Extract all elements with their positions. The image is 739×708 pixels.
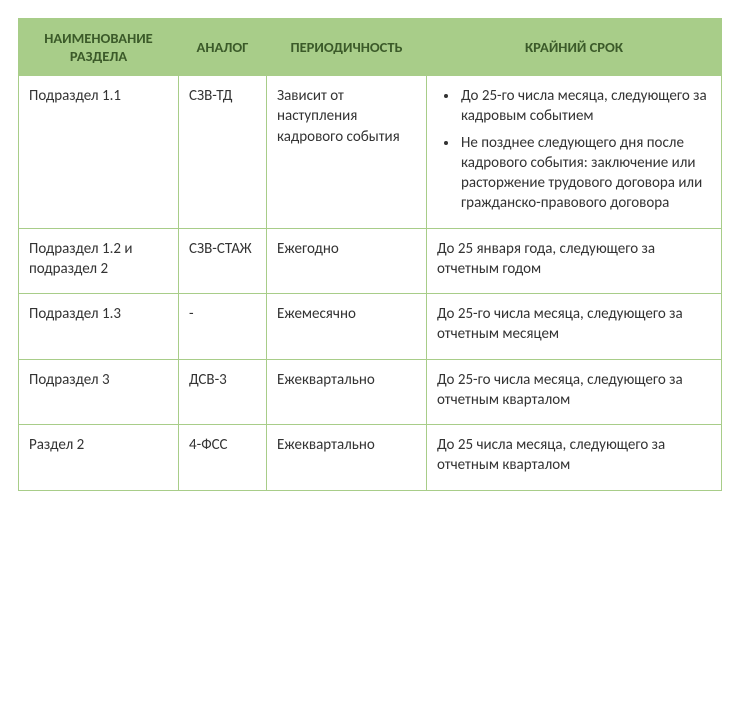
col-header-analog: АНАЛОГ bbox=[179, 19, 267, 76]
table-row: Раздел 24-ФССЕжеквартальноДо 25 числа ме… bbox=[19, 425, 722, 491]
cell-analog: ДСВ-3 bbox=[179, 359, 267, 425]
cell-name: Подраздел 1.1 bbox=[19, 76, 179, 229]
cell-analog: - bbox=[179, 294, 267, 360]
table-row: Подраздел 3ДСВ-3ЕжеквартальноДо 25-го чи… bbox=[19, 359, 722, 425]
table-row: Подраздел 1.3-ЕжемесячноДо 25-го числа м… bbox=[19, 294, 722, 360]
table-header-row: НАИМЕНОВАНИЕ РАЗДЕЛА АНАЛОГ ПЕРИОДИЧНОСТ… bbox=[19, 19, 722, 76]
col-header-period: ПЕРИОДИЧНОСТЬ bbox=[267, 19, 427, 76]
table-row: Подраздел 1.1СЗВ-ТДЗависит от наступлени… bbox=[19, 76, 722, 229]
cell-deadline: До 25 января года, следующего за отчетны… bbox=[427, 228, 722, 294]
col-header-name: НАИМЕНОВАНИЕ РАЗДЕЛА bbox=[19, 19, 179, 76]
table-body: Подраздел 1.1СЗВ-ТДЗависит от наступлени… bbox=[19, 76, 722, 491]
cell-analog: СЗВ-СТАЖ bbox=[179, 228, 267, 294]
table-row: Подраздел 1.2 и подраздел 2СЗВ-СТАЖЕжего… bbox=[19, 228, 722, 294]
cell-name: Подраздел 1.2 и подраздел 2 bbox=[19, 228, 179, 294]
cell-analog: СЗВ-ТД bbox=[179, 76, 267, 229]
cell-period: Ежемесячно bbox=[267, 294, 427, 360]
deadline-list-item: До 25-го числа месяца, следующего за кад… bbox=[459, 86, 711, 127]
cell-period: Ежеквартально bbox=[267, 359, 427, 425]
cell-period: Ежеквартально bbox=[267, 425, 427, 491]
cell-deadline: До 25 числа месяца, следующего за отчетн… bbox=[427, 425, 722, 491]
cell-period: Ежегодно bbox=[267, 228, 427, 294]
cell-analog: 4-ФСС bbox=[179, 425, 267, 491]
deadline-list: До 25-го числа месяца, следующего за кад… bbox=[437, 86, 711, 214]
cell-period: Зависит от наступления кадрового события bbox=[267, 76, 427, 229]
cell-name: Подраздел 1.3 bbox=[19, 294, 179, 360]
cell-name: Подраздел 3 bbox=[19, 359, 179, 425]
cell-name: Раздел 2 bbox=[19, 425, 179, 491]
cell-deadline: До 25-го числа месяца, следующего за отч… bbox=[427, 294, 722, 360]
reporting-deadlines-table: НАИМЕНОВАНИЕ РАЗДЕЛА АНАЛОГ ПЕРИОДИЧНОСТ… bbox=[18, 18, 722, 491]
cell-deadline: До 25-го числа месяца, следующего за отч… bbox=[427, 359, 722, 425]
col-header-deadline: КРАЙНИЙ СРОК bbox=[427, 19, 722, 76]
cell-deadline: До 25-го числа месяца, следующего за кад… bbox=[427, 76, 722, 229]
deadline-list-item: Не позднее следующего дня после кадровог… bbox=[459, 133, 711, 214]
